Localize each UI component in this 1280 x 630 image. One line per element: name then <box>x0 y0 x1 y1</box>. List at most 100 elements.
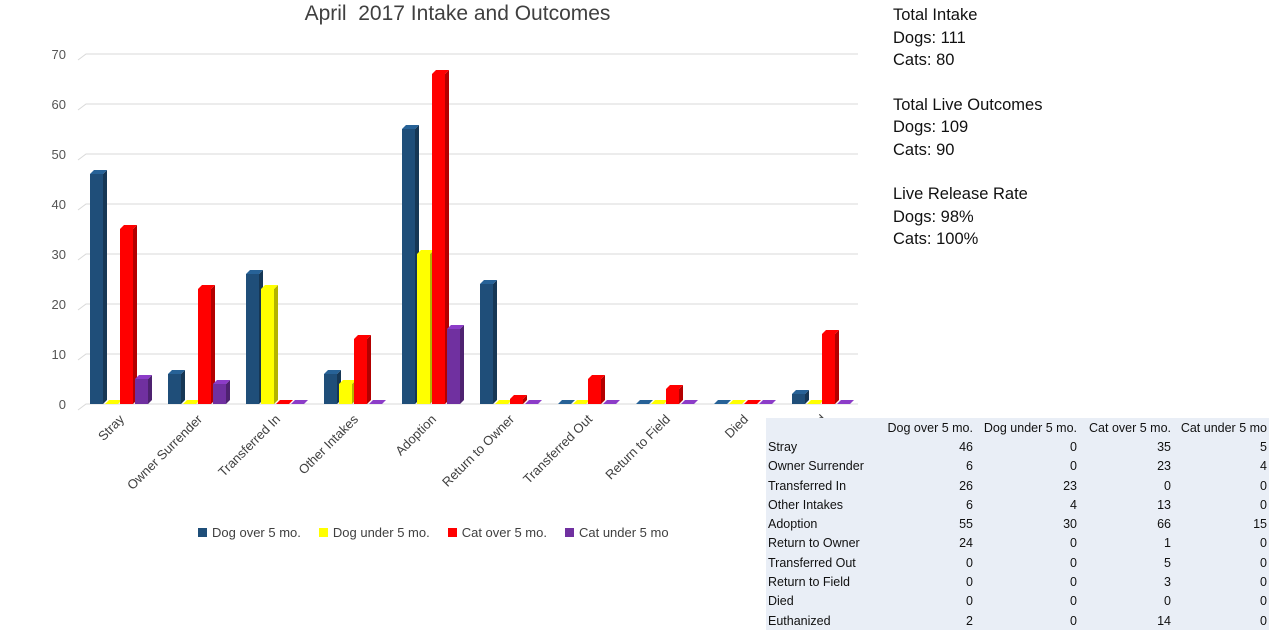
gridline <box>77 403 858 411</box>
table-cell: 0 <box>1070 536 1077 551</box>
table-cell: 23 <box>1063 478 1077 493</box>
data-table: Dog over 5 mo. Dog under 5 mo. Cat over 5 … <box>766 418 1269 630</box>
table-cell: 6 <box>966 497 973 512</box>
bar <box>759 400 776 404</box>
bar <box>714 400 731 404</box>
table-cell: 2 <box>966 613 973 628</box>
table-row: Transferred In 26 23 0 0 <box>766 476 1269 495</box>
table-body: Stray 46 0 35 5 Owner Surrender 6 0 23 4 Transferr… <box>766 437 1269 630</box>
bar <box>480 280 497 404</box>
table-row-label: Return to Owner <box>768 536 860 551</box>
table-cell: 5 <box>1260 439 1267 454</box>
table-cell: 0 <box>1070 439 1077 454</box>
legend-swatch <box>198 528 207 537</box>
table-cell: 6 <box>966 459 973 474</box>
summary-heading: Total Live Outcomes <box>893 95 1043 114</box>
table-cell: 0 <box>1260 555 1267 570</box>
bar <box>744 400 761 404</box>
table-row: Return to Field 0 0 3 0 <box>766 572 1269 591</box>
table-cell: 24 <box>959 536 973 551</box>
table-row-label: Owner Surrender <box>768 459 864 474</box>
bar <box>90 170 107 404</box>
bar <box>369 400 386 404</box>
table-cell: 30 <box>1063 517 1077 532</box>
x-category-label: Transferred In <box>215 412 283 480</box>
y-tick-label: 30 <box>52 247 66 262</box>
table-row: Adoption 55 30 66 15 <box>766 514 1269 533</box>
table-cell: 0 <box>1164 478 1171 493</box>
gridline <box>77 103 858 111</box>
table-cell: 0 <box>1070 575 1077 590</box>
bar <box>651 400 668 404</box>
y-tick-label: 60 <box>52 97 66 112</box>
table-column-header: Dog under 5 mo. <box>983 420 1077 435</box>
bar <box>495 400 512 404</box>
summary-line: Dogs: 111 <box>893 28 966 47</box>
x-category-label: Return to Owner <box>439 411 518 490</box>
table-row-label: Transferred In <box>768 478 847 493</box>
bar <box>276 400 293 404</box>
table-cell: 1 <box>1164 536 1171 551</box>
summary-line: Cats: 90 <box>893 140 955 159</box>
bar <box>417 250 434 404</box>
x-category-label: Died <box>722 412 752 442</box>
x-category-label: Return to Field <box>602 412 673 483</box>
bar <box>135 375 152 404</box>
y-tick-label: 10 <box>52 347 66 362</box>
table-cell: 35 <box>1157 439 1171 454</box>
table-cell: 0 <box>966 575 973 590</box>
table-row: Owner Surrender 6 0 23 4 <box>766 457 1269 476</box>
bar <box>510 395 527 404</box>
bar <box>666 385 683 404</box>
table-cell: 14 <box>1157 613 1171 628</box>
gridlines <box>77 53 858 411</box>
x-category-label: Owner Surrender <box>124 411 206 493</box>
bar <box>261 285 278 404</box>
bar <box>354 335 371 404</box>
bar <box>291 400 308 404</box>
bars <box>90 70 854 404</box>
legend-swatch <box>318 528 328 537</box>
table-cell: 0 <box>1070 613 1077 628</box>
table-cell: 0 <box>966 594 973 609</box>
table-row-label: Return to Field <box>768 575 850 590</box>
table-cell: 3 <box>1164 575 1171 590</box>
table-cell: 13 <box>1157 497 1171 512</box>
legend-label: Dog under 5 mo. <box>332 525 430 540</box>
summary-block: Total Intake Dogs: 111 Cats: 80 <box>893 4 1042 72</box>
table-corner <box>766 418 874 437</box>
legend-swatch <box>447 528 457 537</box>
y-tick-label: 40 <box>52 197 66 212</box>
gridline <box>77 203 858 211</box>
bar <box>198 285 215 404</box>
y-tick-label: 0 <box>59 397 66 412</box>
gridline <box>77 153 858 161</box>
bar <box>402 125 419 404</box>
summary-heading: Live Release Rate <box>893 185 1028 203</box>
summary-line: Cats: 100% <box>893 230 979 248</box>
legend-item: Cat under 5 mo <box>564 525 669 540</box>
bar <box>603 400 620 404</box>
legend-item: Dog over 5 mo. <box>198 525 301 540</box>
y-tick-label: 50 <box>52 147 66 162</box>
table-row: Return to Owner 24 0 1 0 <box>766 534 1269 553</box>
summary-line: Dogs: 109 <box>893 118 969 136</box>
bar <box>105 400 122 404</box>
table-cell: 5 <box>1164 555 1171 570</box>
table-column-header: Dog over 5 mo. <box>887 420 973 435</box>
legend: Dog over 5 mo. Dog under 5 mo. Cat over 5 … <box>198 525 669 540</box>
table-cell: 4 <box>1070 497 1077 512</box>
bar <box>573 400 590 404</box>
gridline <box>77 253 858 261</box>
y-tick-label: 20 <box>52 297 66 312</box>
table-column-header: Cat over 5 mo. <box>1089 420 1171 435</box>
gridline <box>77 353 858 361</box>
legend-label: Cat under 5 mo <box>578 525 669 540</box>
bar <box>792 390 809 404</box>
table-row-label: Died <box>768 594 794 609</box>
table-cell: 46 <box>959 439 973 454</box>
bar <box>822 330 839 404</box>
table-cell: 0 <box>1070 594 1077 609</box>
gridline <box>77 53 858 61</box>
